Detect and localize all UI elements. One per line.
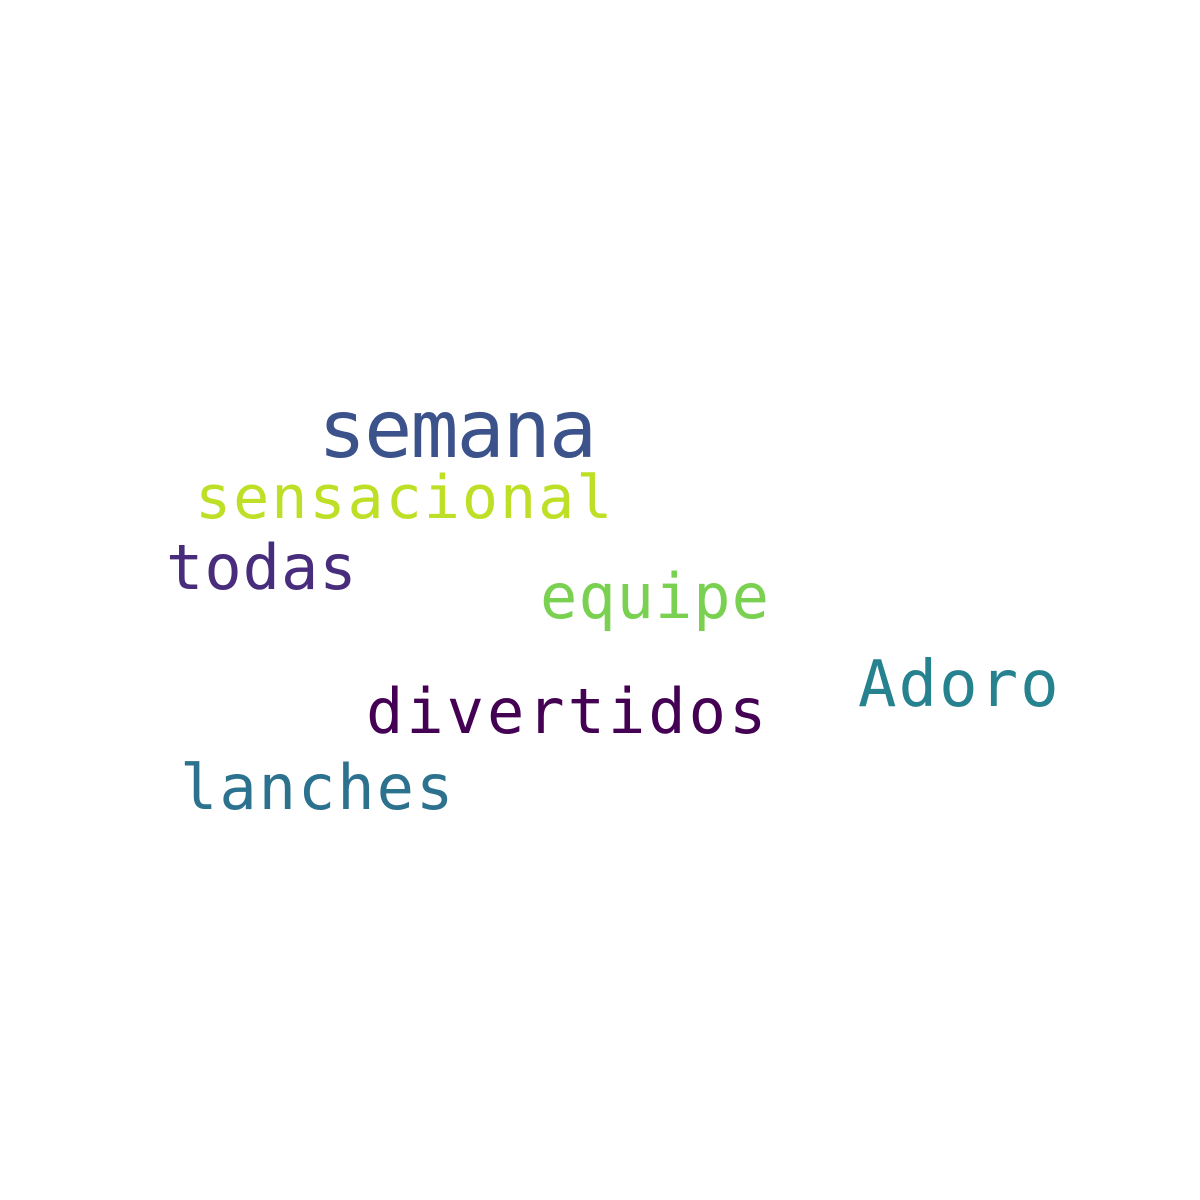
word-adoro: Adoro [858, 648, 1061, 722]
word-sensacional: sensacional [195, 463, 615, 533]
word-divertidos: divertidos [366, 675, 770, 748]
word-equipe: equipe [540, 560, 770, 633]
word-todas: todas [166, 531, 358, 604]
word-semana: semana [318, 383, 597, 476]
word-lanches: lanches [180, 751, 456, 824]
